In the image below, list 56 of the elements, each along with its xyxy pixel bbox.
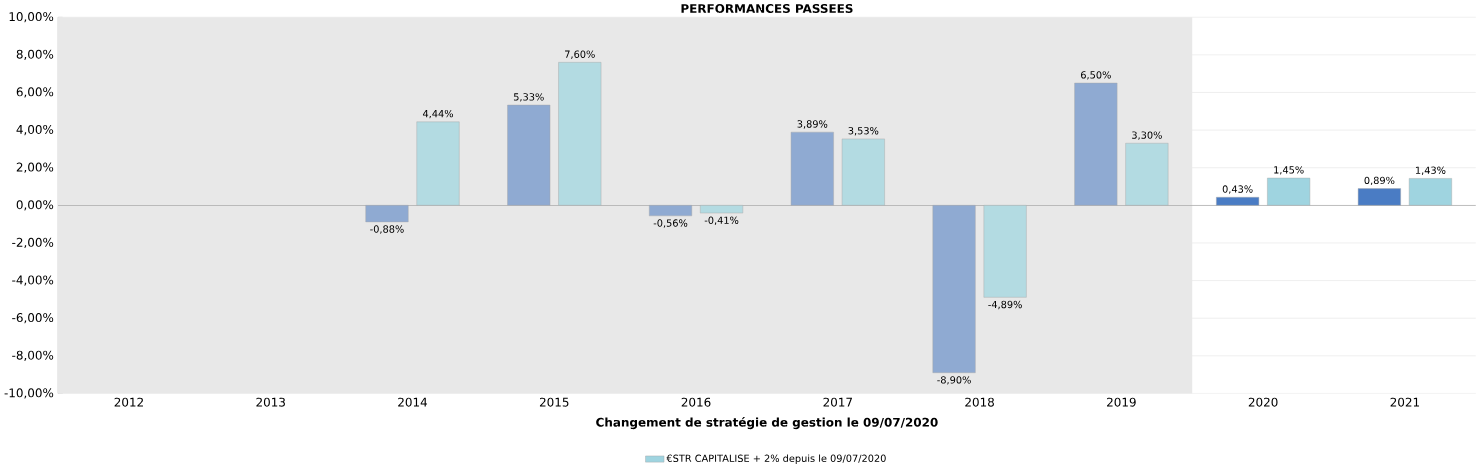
y-tick-label: -6,00%	[12, 313, 54, 324]
bar	[790, 131, 834, 206]
x-tick-label: 2017	[823, 397, 852, 407]
x-tick-label: 2012	[114, 397, 143, 407]
data-label: 7,60%	[565, 50, 595, 59]
data-label: 6,50%	[1081, 71, 1111, 80]
data-label: -0,88%	[370, 225, 404, 234]
y-tick-label: 6,00%	[16, 87, 54, 98]
data-label: -0,56%	[653, 219, 688, 228]
y-tick-label: -10,00%	[4, 388, 54, 399]
x-tick-label: 2019	[1107, 397, 1136, 407]
x-tick-label: 2014	[398, 397, 428, 407]
bar	[1408, 178, 1452, 206]
x-tick-label: 2015	[539, 397, 569, 407]
y-tick-label: -4,00%	[12, 275, 54, 286]
bar	[1267, 177, 1311, 206]
data-label: 3,89%	[797, 120, 828, 129]
data-label: 0,43%	[1222, 185, 1253, 194]
bar	[932, 205, 976, 373]
data-label: 4,44%	[422, 109, 454, 119]
data-label: -4,89%	[988, 300, 1022, 310]
data-label: 1,45%	[1274, 166, 1304, 175]
y-tick-label: 8,00%	[16, 49, 54, 60]
x-tick-label: 2018	[965, 397, 994, 407]
bar	[649, 205, 693, 217]
bar	[1216, 197, 1260, 206]
y-tick-label: 4,00%	[16, 124, 54, 136]
y-tick-label: 10,00%	[9, 12, 54, 23]
data-label: 3,53%	[848, 127, 879, 136]
data-label: -0,41%	[704, 216, 739, 225]
bar	[416, 121, 460, 206]
bar	[1125, 143, 1169, 206]
x-tick-label: 2021	[1390, 397, 1419, 407]
bar	[365, 205, 409, 223]
data-label: 0,89%	[1364, 176, 1395, 186]
x-tick-label: 2016	[681, 397, 711, 407]
bar	[1357, 188, 1401, 206]
y-tick-label: 2,00%	[16, 162, 54, 173]
data-label: -8,90%	[937, 376, 971, 385]
bar	[1074, 82, 1118, 206]
x-axis-title: Changement de stratégie de gestion le 09/07/2020	[596, 417, 938, 430]
y-tick-label: -8,00%	[12, 350, 54, 361]
y-tick-label: 0,00%	[16, 200, 54, 211]
data-label: 1,43%	[1415, 166, 1446, 175]
chart-title: PERFORMANCES PASSEES	[681, 3, 853, 14]
bar	[507, 104, 551, 206]
bar	[983, 205, 1027, 298]
data-label: 3,30%	[1132, 131, 1162, 140]
bar	[700, 205, 744, 214]
legend-label: €STR CAPITALISE + 2% depuis le 09/07/2020	[666, 454, 886, 464]
bar	[558, 62, 602, 206]
x-tick-label: 2020	[1248, 397, 1278, 407]
y-tick-label: -2,00%	[12, 237, 54, 249]
bar	[841, 138, 885, 206]
data-label: 5,33%	[513, 93, 544, 102]
x-tick-label: 2013	[256, 397, 285, 407]
